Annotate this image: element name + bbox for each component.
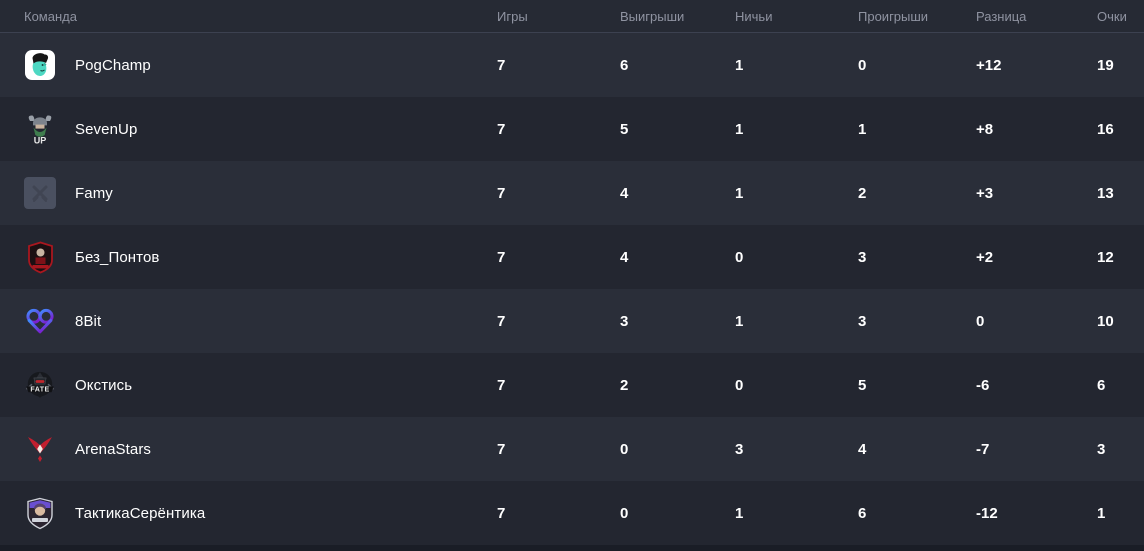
viking-helmet-logo: UP (24, 112, 56, 146)
column-header-points: Очки (1097, 8, 1127, 24)
crossed-swords-placeholder-logo (24, 176, 56, 210)
table-bottom-edge (0, 545, 1144, 550)
draws-value: 0 (735, 376, 744, 394)
draws-value: 1 (735, 312, 744, 330)
purple-shield-portrait-logo (24, 496, 56, 530)
wins-value: 4 (620, 248, 629, 266)
losses-value: 0 (858, 56, 867, 74)
team-cell: 8Bit (0, 304, 497, 338)
column-header-losses: Проигрыши (858, 8, 929, 24)
points-value: 16 (1097, 120, 1114, 138)
team-name: ArenaStars (75, 440, 152, 458)
losses-value: 1 (858, 120, 867, 138)
column-header-diff: Разница (976, 8, 1027, 24)
team-name: SevenUp (75, 120, 138, 138)
points-value: 1 (1097, 504, 1106, 522)
wins-value: 2 (620, 376, 629, 394)
wins-value: 3 (620, 312, 629, 330)
team-name: 8Bit (75, 312, 102, 330)
team-cell: ArenaStars (0, 432, 497, 466)
diff-value: +3 (976, 184, 994, 202)
table-row[interactable]: PogChamp 7 6 1 0 +12 19 (0, 33, 1144, 97)
team-cell: Famy (0, 176, 497, 210)
diff-value: +8 (976, 120, 994, 138)
team-cell: ТактикаСерёнтика (0, 496, 497, 530)
games-value: 7 (497, 248, 506, 266)
team-cell: FATE Окстись (0, 368, 497, 402)
points-value: 13 (1097, 184, 1114, 202)
team-name: ТактикаСерёнтика (75, 504, 206, 522)
diff-value: +2 (976, 248, 994, 266)
viking-logo-text: UP (34, 136, 47, 146)
table-row[interactable]: Без_Понтов 7 4 0 3 +2 12 (0, 225, 1144, 289)
games-value: 7 (497, 376, 506, 394)
wins-value: 0 (620, 504, 629, 522)
team-name: PogChamp (75, 56, 151, 74)
draws-value: 0 (735, 248, 744, 266)
red-shield-logo (24, 240, 56, 274)
table-row[interactable]: Famy 7 4 1 2 +3 13 (0, 161, 1144, 225)
team-cell: UP SevenUp (0, 112, 497, 146)
diff-value: 0 (976, 312, 985, 330)
points-value: 12 (1097, 248, 1114, 266)
fate-badge-logo: FATE (24, 368, 56, 402)
draws-value: 1 (735, 504, 744, 522)
column-header-wins: Выигрыши (620, 8, 685, 24)
column-header-team: Команда (24, 8, 77, 24)
wins-value: 5 (620, 120, 629, 138)
wins-value: 6 (620, 56, 629, 74)
column-header-draws: Ничьи (735, 8, 773, 24)
table-header-row: Команда Игры Выигрыши Ничьи Проигрыши Ра… (0, 0, 1144, 33)
games-value: 7 (497, 56, 506, 74)
games-value: 7 (497, 440, 506, 458)
losses-value: 3 (858, 312, 867, 330)
fate-logo-text: FATE (30, 386, 49, 394)
diff-value: -12 (976, 504, 998, 522)
draws-value: 1 (735, 120, 744, 138)
losses-value: 4 (858, 440, 867, 458)
red-wings-emblem-logo (24, 432, 56, 466)
diff-value: -6 (976, 376, 990, 394)
diff-value: +12 (976, 56, 1002, 74)
column-header-games: Игры (497, 8, 528, 24)
games-value: 7 (497, 184, 506, 202)
losses-value: 3 (858, 248, 867, 266)
draws-value: 1 (735, 184, 744, 202)
wins-value: 0 (620, 440, 629, 458)
pogchamp-emote-logo (24, 48, 56, 82)
losses-value: 2 (858, 184, 867, 202)
points-value: 3 (1097, 440, 1106, 458)
losses-value: 5 (858, 376, 867, 394)
table-row[interactable]: UP SevenUp 7 5 1 1 +8 16 (0, 97, 1144, 161)
games-value: 7 (497, 120, 506, 138)
team-name: Без_Понтов (75, 248, 160, 266)
draws-value: 1 (735, 56, 744, 74)
team-name: Famy (75, 184, 113, 202)
table-row[interactable]: FATE Окстись 7 2 0 5 -6 6 (0, 353, 1144, 417)
games-value: 7 (497, 504, 506, 522)
table-row[interactable]: ТактикаСерёнтика 7 0 1 6 -12 1 (0, 481, 1144, 545)
gradient-heart-infinity-logo (24, 304, 56, 338)
team-cell: PogChamp (0, 48, 497, 82)
points-value: 19 (1097, 56, 1114, 74)
points-value: 10 (1097, 312, 1114, 330)
losses-value: 6 (858, 504, 867, 522)
games-value: 7 (497, 312, 506, 330)
table-row[interactable]: 8Bit 7 3 1 3 0 10 (0, 289, 1144, 353)
draws-value: 3 (735, 440, 744, 458)
points-value: 6 (1097, 376, 1106, 394)
diff-value: -7 (976, 440, 990, 458)
team-name: Окстись (75, 376, 133, 394)
team-cell: Без_Понтов (0, 240, 497, 274)
table-row[interactable]: ArenaStars 7 0 3 4 -7 3 (0, 417, 1144, 481)
wins-value: 4 (620, 184, 629, 202)
